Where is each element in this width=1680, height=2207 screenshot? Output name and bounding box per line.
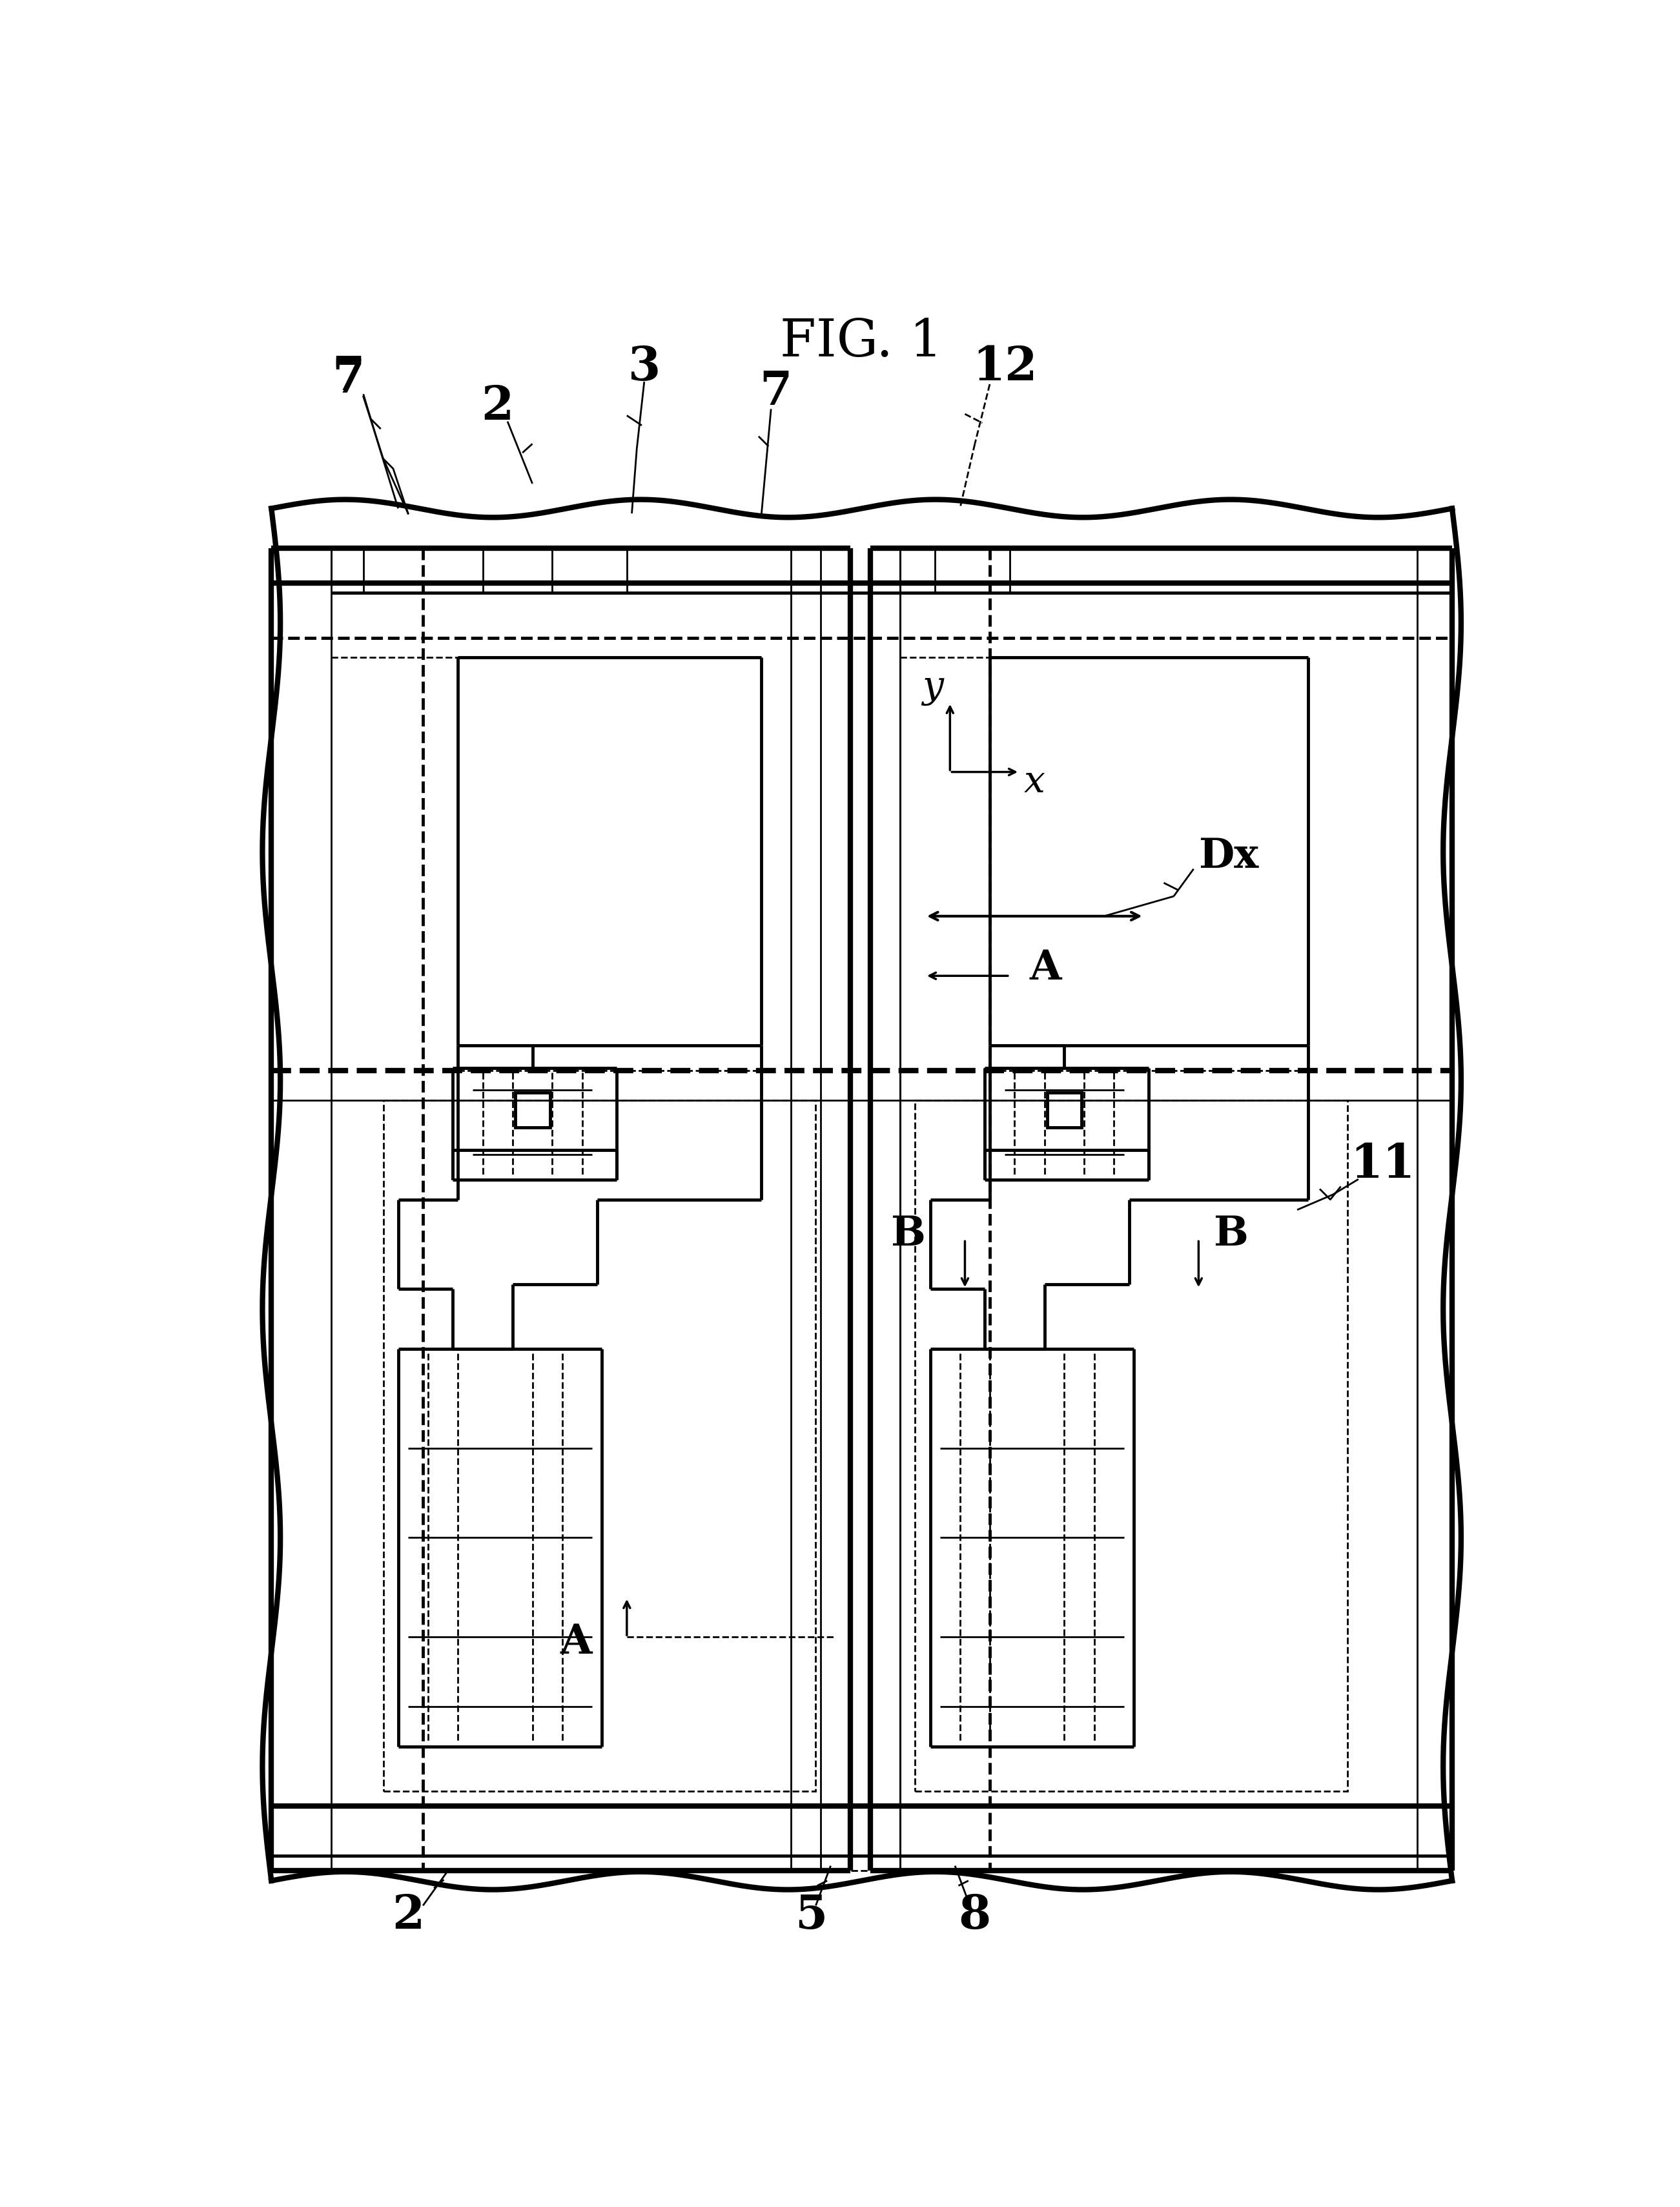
Text: A: A bbox=[1030, 949, 1062, 989]
Text: 3: 3 bbox=[628, 344, 660, 391]
Text: 5: 5 bbox=[795, 1894, 827, 1938]
Bar bbox=[1047, 1092, 1082, 1128]
Text: 12: 12 bbox=[973, 344, 1037, 391]
Text: 7: 7 bbox=[333, 353, 365, 399]
Text: 7: 7 bbox=[759, 369, 793, 415]
Text: 11: 11 bbox=[1351, 1141, 1415, 1187]
Text: y: y bbox=[922, 669, 942, 706]
Text: FIG. 1: FIG. 1 bbox=[780, 318, 942, 366]
Text: A: A bbox=[559, 1622, 591, 1662]
Bar bbox=[916, 1099, 1347, 1792]
Text: x: x bbox=[1023, 764, 1045, 801]
Bar bbox=[516, 1092, 549, 1128]
Text: 8: 8 bbox=[959, 1894, 991, 1938]
Text: 2: 2 bbox=[482, 384, 514, 430]
Text: 7: 7 bbox=[333, 355, 365, 402]
Text: Dx: Dx bbox=[1198, 836, 1258, 876]
Text: B: B bbox=[890, 1214, 926, 1254]
Text: B: B bbox=[1213, 1214, 1248, 1254]
Text: 2: 2 bbox=[391, 1894, 425, 1938]
Bar bbox=[383, 1099, 816, 1792]
